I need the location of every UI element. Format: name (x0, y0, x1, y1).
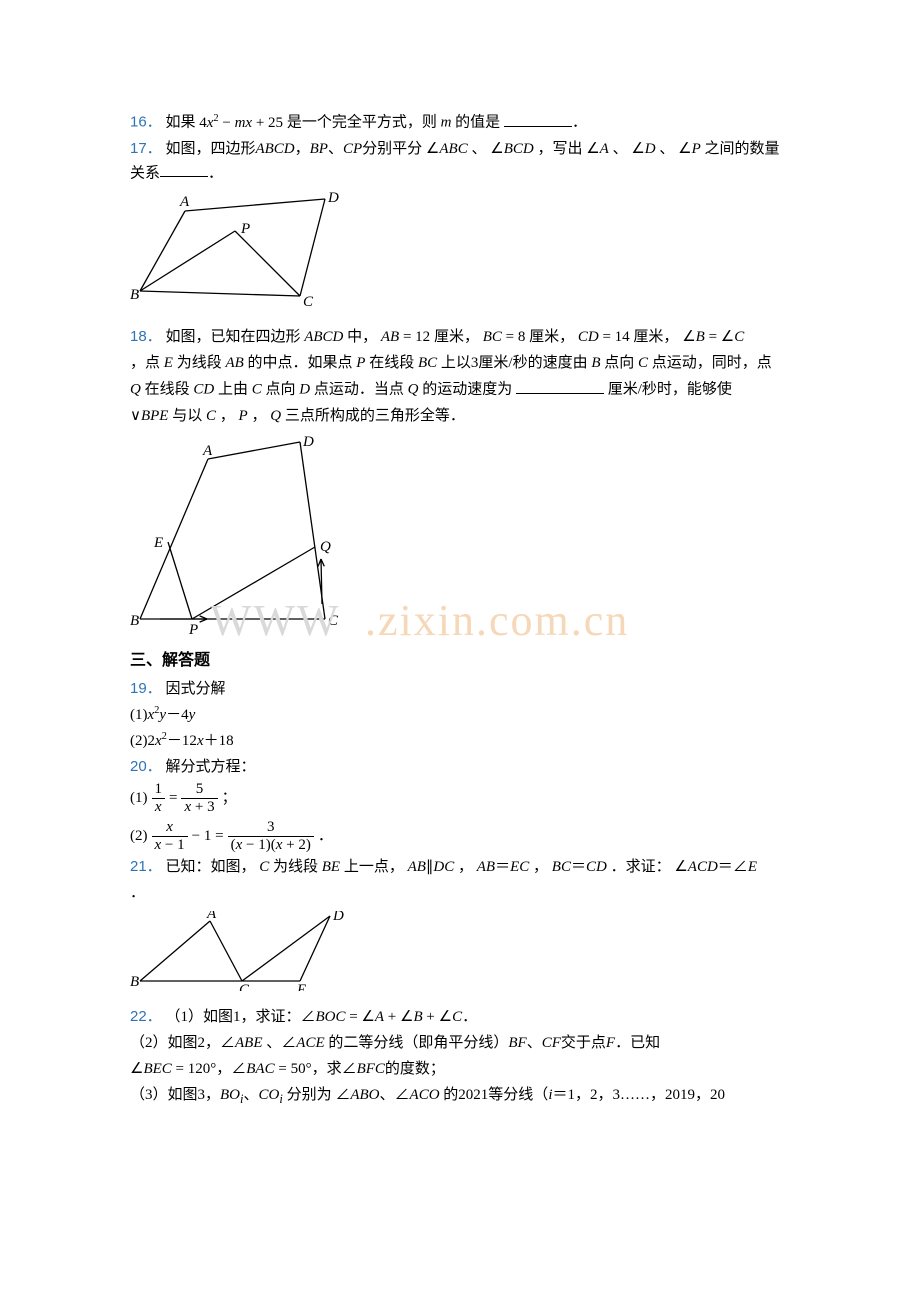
q16-text-c: 的值是 (455, 115, 500, 131)
svg-text:P: P (240, 221, 250, 237)
q16: 16． 如果 4x2 − mx + 25 是一个完全平方式，则 m 的值是 ． (130, 110, 790, 135)
q22-p3: （3）如图3，BOi、COi 分别为 ∠ABO、∠ACO 的2021等分线（i＝… (130, 1083, 790, 1109)
svg-text:P: P (188, 622, 198, 634)
q20-number: 20． (130, 758, 162, 775)
q17-ta: 如图，四边形 (165, 141, 255, 157)
svg-text:B: B (130, 287, 139, 303)
q21-period: ． (130, 881, 790, 905)
q20-title: 解分式方程： (165, 759, 255, 775)
q19-title: 因式分解 (165, 681, 225, 697)
q17-line1: 17． 如图，四边形ABCD，BP、CP分别平分 ∠ABC 、 ∠BCD ，写出… (130, 137, 790, 186)
q17-angA: ∠A (586, 141, 609, 157)
svg-text:E: E (296, 982, 306, 991)
q16-expr: 4x2 − mx + 25 (199, 115, 283, 131)
q19-number: 19． (130, 680, 162, 697)
svg-text:B: B (130, 613, 139, 629)
q17-abcd: ABCD (255, 141, 294, 157)
q16-blank (504, 110, 572, 127)
q17-ang2: ∠BCD (490, 141, 533, 157)
q19-p1: (1)x2y－4y (130, 703, 790, 727)
svg-text:C: C (239, 982, 250, 991)
svg-text:B: B (130, 974, 139, 990)
q16-number: 16． (130, 114, 162, 131)
q21-figure: A B C E D (130, 911, 790, 999)
q19: 19． 因式分解 (130, 677, 790, 701)
q16-text-b: 是一个完全平方式，则 (287, 115, 437, 131)
q20-p1: (1) 1x = 5x + 3 ； (130, 781, 790, 815)
svg-text:C: C (303, 294, 314, 310)
q20: 20． 解分式方程： (130, 755, 790, 779)
svg-text:C: C (328, 613, 339, 629)
q18-number: 18． (130, 328, 162, 345)
svg-text:D: D (327, 191, 339, 206)
q18-line3: Q 在线段 CD 上由 C 点向 D 点运动．当点 Q 的运动速度为 厘米/秒时… (130, 377, 790, 402)
q17-ang1: ∠ABC (426, 141, 468, 157)
q22-p2b: ∠BEC = 120°，∠BAC = 50°，求∠BFC的度数； (130, 1057, 790, 1081)
q17-blank (160, 161, 208, 178)
q17-cp: CP (343, 141, 362, 157)
q22-number: 22． (130, 1008, 162, 1025)
q21-number: 21． (130, 858, 162, 875)
q20-p2: (2) xx − 1 − 1 = 3(x − 1)(x + 2) ． (130, 819, 790, 853)
q18-line2: ，点 E 为线段 AB 的中点．如果点 P 在线段 BC 上以3厘米/秒的速度由… (130, 351, 790, 375)
svg-text:A: A (202, 443, 213, 459)
q18-line1: 18． 如图，已知在四边形 ABCD 中， AB = 12 厘米， BC = 8… (130, 325, 790, 349)
q16-var-m: m (441, 115, 452, 131)
q17-figure: A B C D P (130, 191, 790, 319)
section-3-heading: 三、解答题 (130, 648, 790, 674)
q16-text-a: 如果 (165, 115, 195, 131)
svg-text:E: E (153, 535, 163, 551)
q19-p2: (2)2x2－12x＋18 (130, 729, 790, 753)
q18-blank (516, 377, 604, 394)
q18-figure: ABCDEPQ WWW .zixin.com.cn (130, 434, 790, 642)
q17-number: 17． (130, 140, 162, 157)
svg-text:Q: Q (320, 539, 331, 555)
q22-p2a: （2）如图2，∠ABE 、∠ACE 的二等分线（即角平分线）BF、CF交于点F．… (130, 1031, 790, 1055)
q22-p1: 22． （1）如图1，求证：∠BOC = ∠A + ∠B + ∠C． (130, 1005, 790, 1029)
q17-angD: ∠D (631, 141, 655, 157)
q18-line4: ∨BPE 与以 C ， P ， Q 三点所构成的三角形全等． (130, 404, 790, 428)
q17-bp: BP (310, 141, 328, 157)
svg-text:D: D (332, 911, 344, 924)
watermark-orange: .zixin.com.cn (365, 586, 629, 656)
q17-angP: ∠P (678, 141, 701, 157)
svg-text:A: A (179, 194, 190, 210)
svg-text:A: A (206, 911, 217, 922)
svg-text:D: D (302, 434, 314, 450)
q21: 21． 已知：如图， C 为线段 BE 上一点， AB∥DC ， AB＝EC ，… (130, 855, 790, 879)
